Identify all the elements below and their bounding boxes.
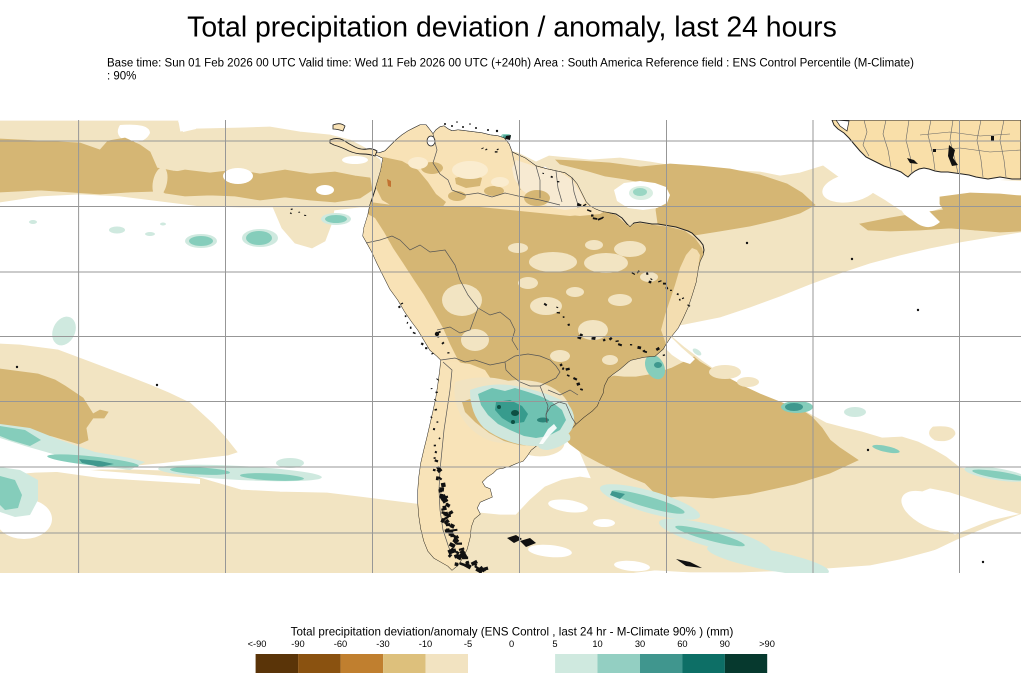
- svg-text:-90: -90: [291, 639, 304, 649]
- svg-text:<-90: <-90: [248, 639, 267, 649]
- svg-text:10: 10: [592, 639, 602, 649]
- svg-text:90: 90: [720, 639, 730, 649]
- svg-text:-5: -5: [464, 639, 472, 649]
- svg-text:Total precipitation deviation: Total precipitation deviation / anomaly,…: [187, 12, 837, 44]
- svg-text:Total precipitation deviation/: Total precipitation deviation/anomaly (E…: [291, 626, 734, 639]
- svg-text:-10: -10: [419, 639, 432, 649]
- svg-text:-30: -30: [376, 639, 389, 649]
- svg-text:0: 0: [509, 639, 514, 649]
- svg-text:Base time: Sun 01 Feb 2026 00: Base time: Sun 01 Feb 2026 00 UTC Valid …: [107, 58, 914, 70]
- svg-text:60: 60: [677, 639, 687, 649]
- svg-text:30: 30: [635, 639, 645, 649]
- svg-text:5: 5: [552, 639, 557, 649]
- svg-text:-60: -60: [334, 639, 347, 649]
- svg-text:: 90%: : 90%: [107, 71, 136, 83]
- svg-text:>90: >90: [759, 639, 775, 649]
